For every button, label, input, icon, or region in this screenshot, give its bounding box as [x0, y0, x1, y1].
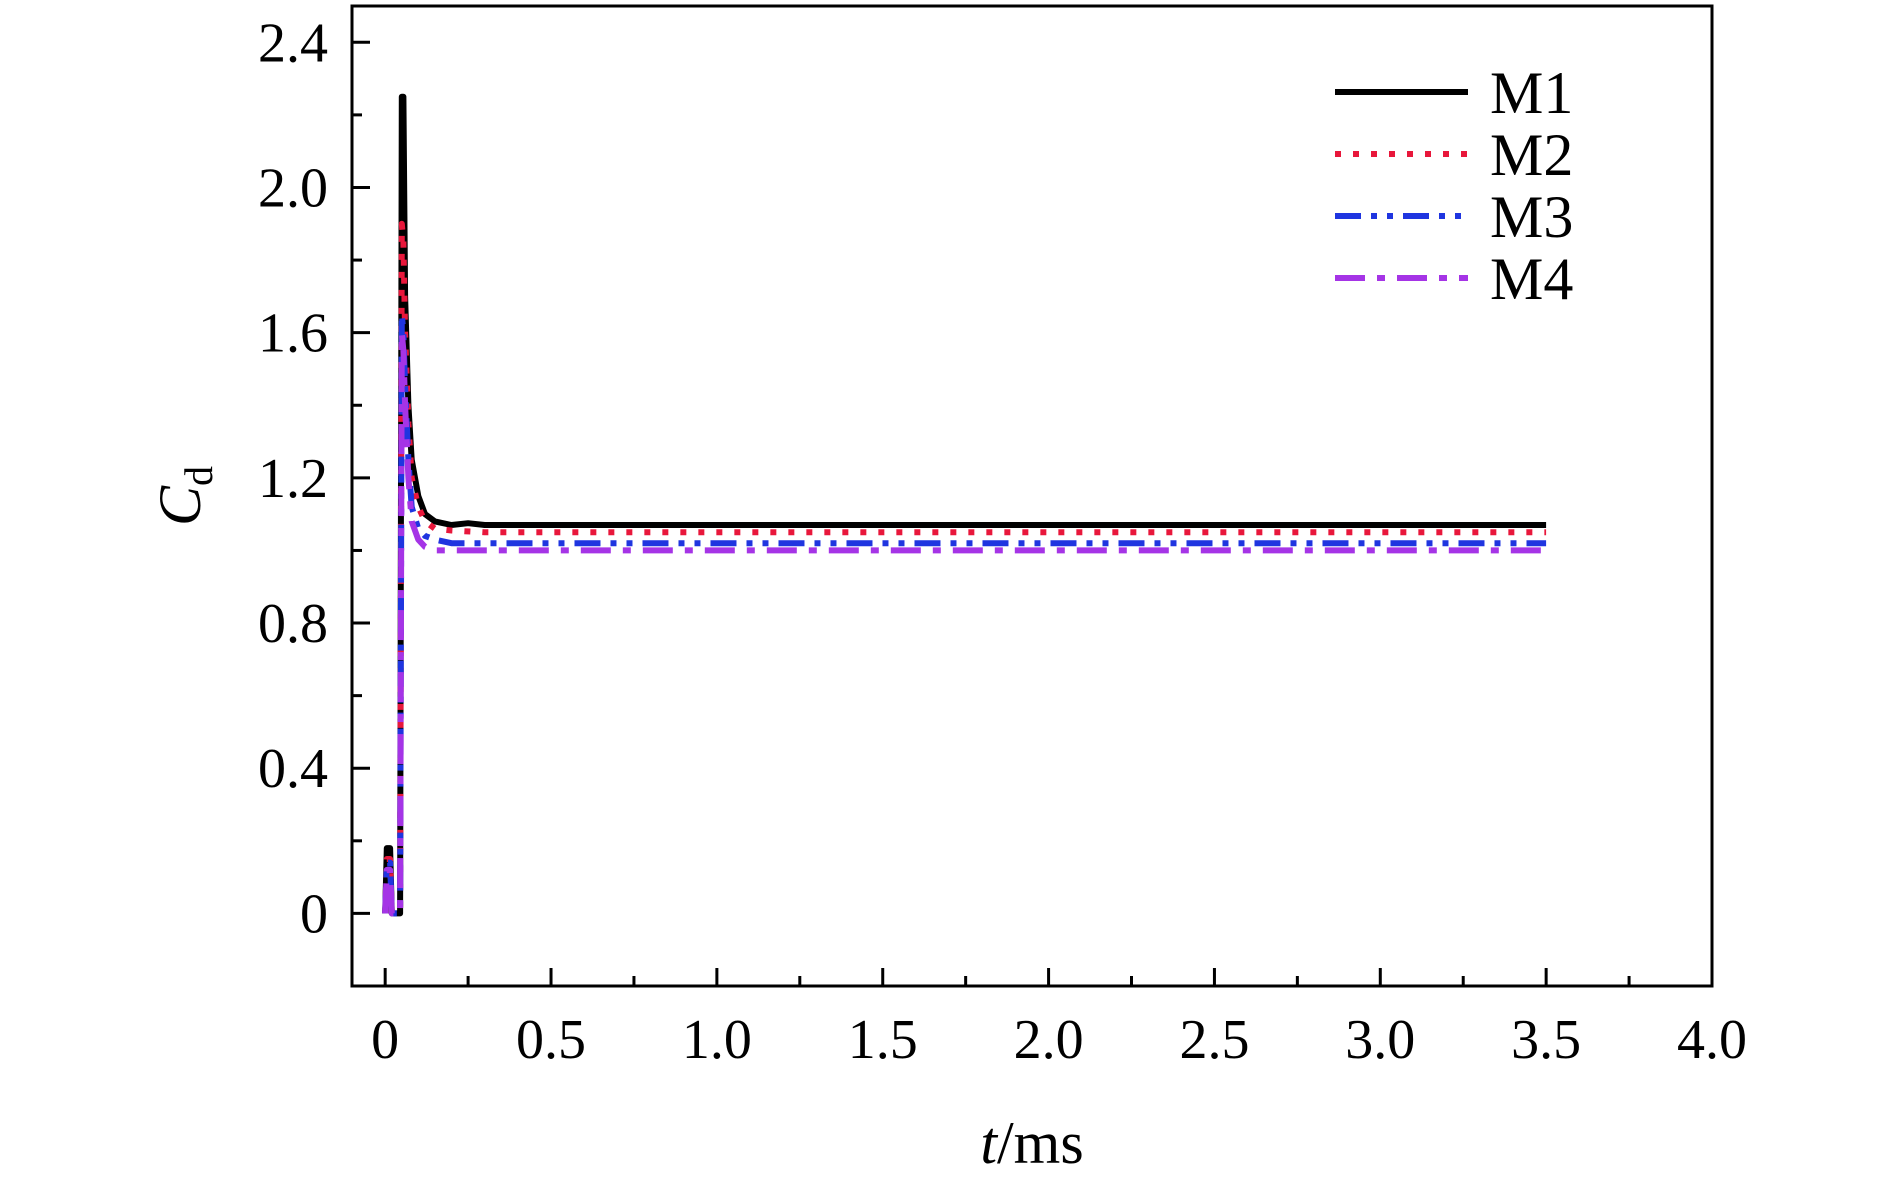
- series-line-m4: [382, 329, 1547, 917]
- x-tick-label: 2.5: [1179, 1009, 1249, 1071]
- series-lines: [382, 93, 1547, 917]
- y-tick-label: 2.4: [258, 12, 328, 74]
- x-tick-label: 2.0: [1014, 1009, 1084, 1071]
- x-tick-label: 4.0: [1677, 1009, 1747, 1071]
- y-tick-label: 0: [300, 883, 328, 945]
- y-axis-title: Cd: [147, 466, 221, 526]
- series-line-m2: [382, 220, 1547, 917]
- y-tick-label: 0.4: [258, 738, 328, 800]
- x-axis: 0 0.5 1.0 1.5 2.0 2.5 3.0 3.5 4.0: [371, 968, 1747, 1071]
- y-tick-label: 2.0: [258, 157, 328, 219]
- y-tick-label: 1.2: [258, 448, 328, 510]
- legend-label-m3: M3: [1490, 184, 1573, 250]
- plot-area-border: [350, 4, 1714, 988]
- x-tick-label: 0: [371, 1009, 399, 1071]
- x-tick-label: 3.0: [1345, 1009, 1415, 1071]
- x-axis-title: t/ms: [980, 1110, 1083, 1176]
- y-axis: 0 0.4 0.8 1.2 1.6 2.0 2.4: [258, 12, 370, 988]
- y-tick-label: 1.6: [258, 303, 328, 365]
- series-line-m3: [382, 311, 1547, 917]
- x-tick-label: 0.5: [516, 1009, 586, 1071]
- x-tick-label: 1.5: [848, 1009, 918, 1071]
- legend-label-m4: M4: [1490, 246, 1573, 312]
- legend-label-m1: M1: [1490, 60, 1573, 126]
- x-tick-label: 3.5: [1511, 1009, 1581, 1071]
- series-line-m1: [382, 93, 1547, 917]
- x-tick-label: 1.0: [682, 1009, 752, 1071]
- legend-label-m2: M2: [1490, 122, 1573, 188]
- y-tick-label: 0.8: [258, 593, 328, 655]
- plot-frame: [350, 4, 1714, 988]
